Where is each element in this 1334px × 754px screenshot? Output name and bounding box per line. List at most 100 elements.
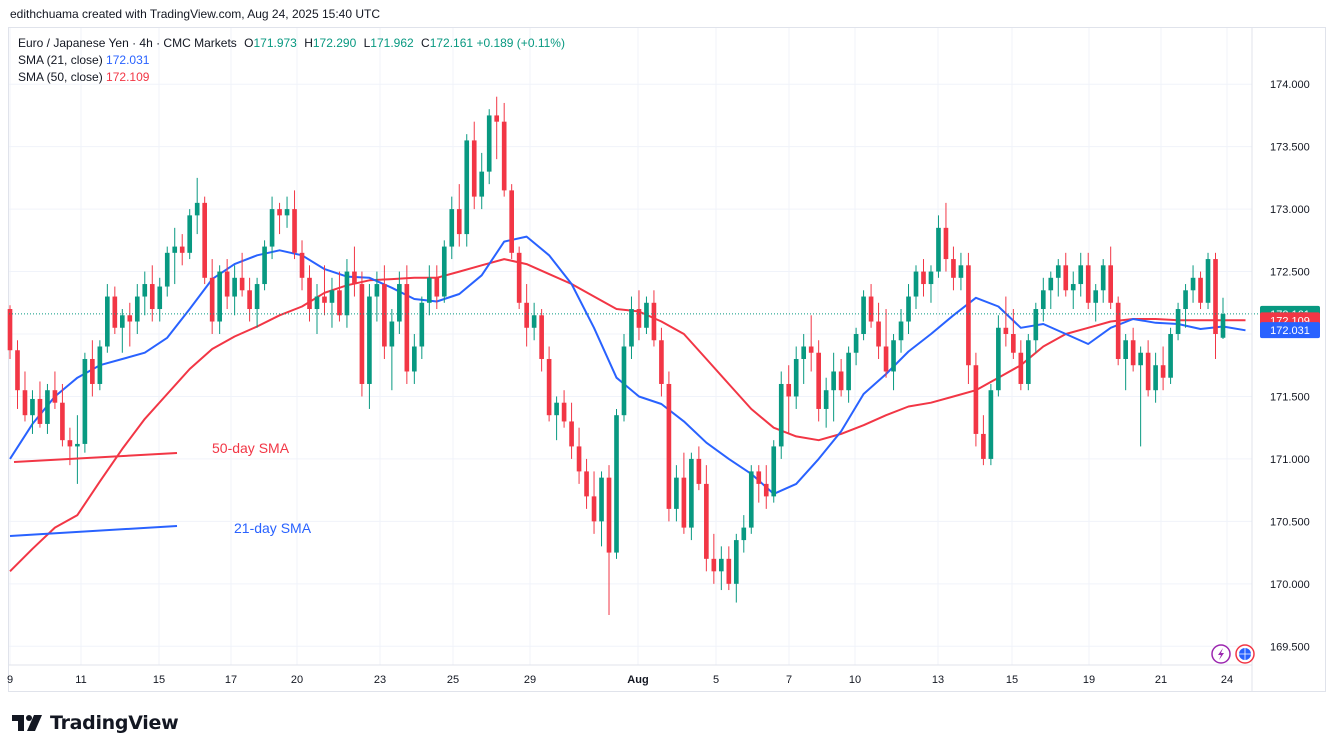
candle-body[interactable] xyxy=(651,302,657,341)
candle-body[interactable] xyxy=(808,346,814,353)
candle-body[interactable] xyxy=(187,215,193,253)
candle-body[interactable] xyxy=(733,540,739,584)
candle-body[interactable] xyxy=(262,246,267,285)
candle-body[interactable] xyxy=(696,458,702,484)
candle-body[interactable] xyxy=(921,271,926,285)
candle-body[interactable] xyxy=(516,252,522,303)
candle-body[interactable] xyxy=(277,209,282,216)
candle-body[interactable] xyxy=(142,284,148,297)
candle-body[interactable] xyxy=(958,265,964,278)
candle-body[interactable] xyxy=(801,346,807,359)
candle-body[interactable] xyxy=(97,346,103,384)
candle-body[interactable] xyxy=(674,477,679,509)
candle-body[interactable] xyxy=(1070,284,1076,291)
candle-body[interactable] xyxy=(1025,340,1031,384)
candle-body[interactable] xyxy=(329,290,335,303)
legend-sma50-row[interactable]: SMA (50, close) 172.109 xyxy=(18,69,565,86)
candle-body[interactable] xyxy=(621,346,627,416)
candle-body[interactable] xyxy=(382,284,387,347)
candle-body[interactable] xyxy=(292,209,297,253)
candle-body[interactable] xyxy=(501,121,507,191)
candle-body[interactable] xyxy=(876,321,881,347)
candle-body[interactable] xyxy=(659,340,664,384)
candle-body[interactable] xyxy=(1160,365,1166,378)
candle-body[interactable] xyxy=(389,321,395,347)
candle-body[interactable] xyxy=(1138,352,1143,366)
candle-body[interactable] xyxy=(359,284,365,384)
candle-body[interactable] xyxy=(599,477,604,522)
candle-body[interactable] xyxy=(1100,265,1106,291)
candle-body[interactable] xyxy=(217,271,222,322)
candle-body[interactable] xyxy=(928,271,934,285)
candle-body[interactable] xyxy=(853,334,859,353)
candle-body[interactable] xyxy=(951,259,956,278)
candle-body[interactable] xyxy=(614,415,619,553)
candle-body[interactable] xyxy=(209,277,215,322)
candle-body[interactable] xyxy=(554,402,559,416)
candle-body[interactable] xyxy=(786,383,792,397)
candle-body[interactable] xyxy=(741,527,747,541)
candle-body[interactable] xyxy=(1183,290,1188,310)
candle-body[interactable] xyxy=(449,209,455,247)
candle-body[interactable] xyxy=(314,296,320,310)
candle-body[interactable] xyxy=(374,284,380,297)
candle-body[interactable] xyxy=(898,321,904,341)
candle-body[interactable] xyxy=(75,443,80,447)
candle-body[interactable] xyxy=(90,358,95,384)
candle-body[interactable] xyxy=(1115,302,1121,359)
candle-body[interactable] xyxy=(479,171,485,197)
candle-body[interactable] xyxy=(37,398,43,424)
candle-body[interactable] xyxy=(606,477,612,553)
candle-body[interactable] xyxy=(509,190,514,253)
globe-icon[interactable] xyxy=(1235,644,1255,664)
candle-body[interactable] xyxy=(1145,352,1151,391)
candle-body[interactable] xyxy=(1108,265,1114,303)
candle-body[interactable] xyxy=(689,458,694,528)
candle-body[interactable] xyxy=(1018,352,1024,384)
candle-body[interactable] xyxy=(726,558,732,584)
candle-body[interactable] xyxy=(576,446,582,472)
candle-body[interactable] xyxy=(1085,265,1091,303)
candle-body[interactable] xyxy=(52,390,58,403)
candle-body[interactable] xyxy=(1048,277,1054,291)
candle-body[interactable] xyxy=(337,290,342,316)
candle-body[interactable] xyxy=(1011,334,1016,353)
candle-body[interactable] xyxy=(719,558,724,572)
candle-body[interactable] xyxy=(883,346,889,372)
symbol-label[interactable]: Euro / Japanese Yen · 4h · CMC Markets xyxy=(18,36,237,50)
candle-body[interactable] xyxy=(704,483,709,559)
candle-body[interactable] xyxy=(973,365,979,434)
candle-body[interactable] xyxy=(434,277,440,297)
candle-body[interactable] xyxy=(823,390,829,409)
candle-body[interactable] xyxy=(748,471,754,528)
candle-body[interactable] xyxy=(486,115,492,172)
candle-body[interactable] xyxy=(344,271,350,316)
candle-body[interactable] xyxy=(1063,265,1069,291)
candle-body[interactable] xyxy=(322,296,327,303)
candle-body[interactable] xyxy=(105,296,110,347)
candle-body[interactable] xyxy=(1040,290,1046,310)
candle-body[interactable] xyxy=(1190,277,1196,291)
tradingview-logo[interactable]: TradingView xyxy=(12,712,179,734)
candle-body[interactable] xyxy=(456,209,462,235)
candle-body[interactable] xyxy=(831,371,836,391)
candle-body[interactable] xyxy=(771,446,777,497)
candle-body[interactable] xyxy=(1130,340,1136,366)
candle-body[interactable] xyxy=(172,246,178,253)
candle-body[interactable] xyxy=(1168,334,1173,378)
candle-body[interactable] xyxy=(307,277,312,310)
candle-body[interactable] xyxy=(269,209,275,247)
candle-body[interactable] xyxy=(60,402,65,441)
candle-body[interactable] xyxy=(906,296,911,322)
candle-body[interactable] xyxy=(936,227,941,272)
candle-body[interactable] xyxy=(988,390,994,459)
candle-body[interactable] xyxy=(539,315,544,359)
candle-body[interactable] xyxy=(127,315,133,322)
candle-body[interactable] xyxy=(981,433,986,459)
candle-body[interactable] xyxy=(134,296,140,322)
candle-body[interactable] xyxy=(157,286,163,310)
candle-body[interactable] xyxy=(22,390,28,416)
candle-body[interactable] xyxy=(164,252,170,287)
candle-body[interactable] xyxy=(7,309,13,351)
